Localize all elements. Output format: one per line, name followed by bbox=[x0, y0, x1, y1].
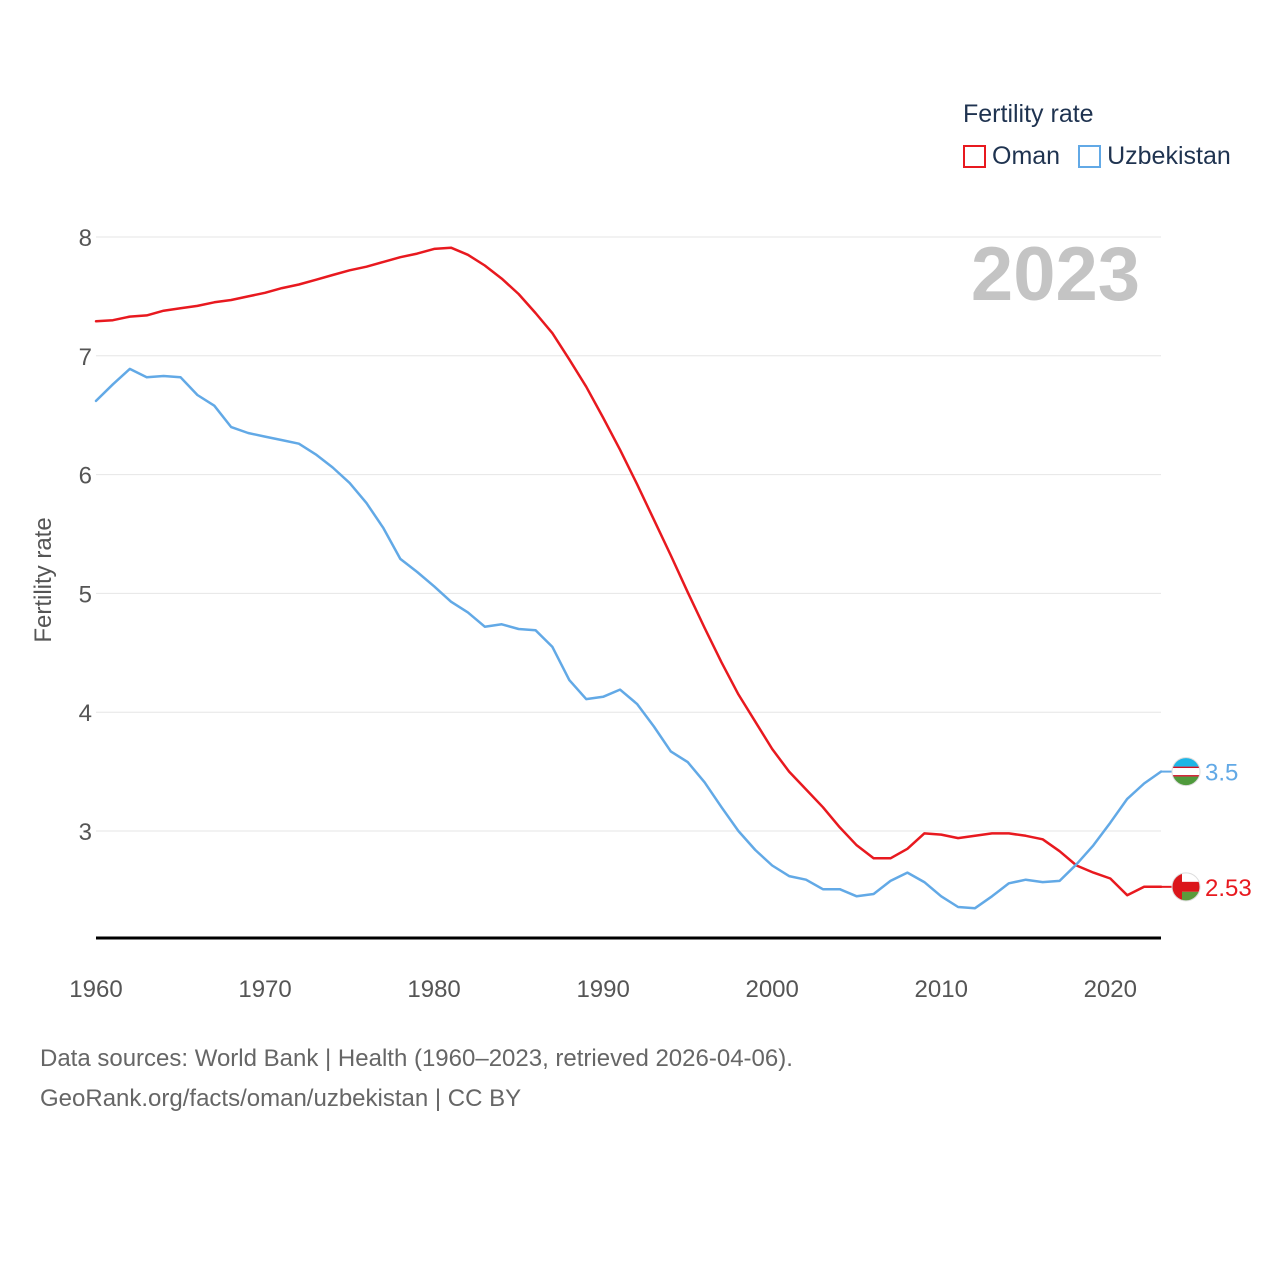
legend: Oman Uzbekistan bbox=[963, 142, 1249, 171]
flag-icon-uzbekistan bbox=[1171, 757, 1201, 787]
y-tick-label-6: 6 bbox=[79, 463, 92, 490]
x-tick-label-1960: 1960 bbox=[69, 976, 122, 1003]
gridlines bbox=[96, 236, 1161, 832]
legend-swatch-uzbekistan bbox=[1078, 145, 1102, 168]
y-tick-label-7: 7 bbox=[79, 344, 92, 371]
y-tick-label-3: 3 bbox=[79, 819, 92, 846]
x-tick-label-2000: 2000 bbox=[745, 976, 798, 1003]
current-year-label: 2023 bbox=[971, 232, 1140, 317]
legend-swatch-oman bbox=[963, 145, 986, 168]
end-value-label-oman: 2.53 bbox=[1205, 875, 1252, 902]
x-tick-label-1970: 1970 bbox=[238, 976, 291, 1003]
source-credit-link[interactable]: GeoRank.org/facts/oman/uzbekistan | CC B… bbox=[40, 1085, 522, 1112]
legend-title: Fertility rate bbox=[963, 100, 1094, 128]
y-axis-ticks: 3 4 5 6 7 8 bbox=[79, 225, 92, 846]
y-axis-title: Fertility rate bbox=[30, 517, 57, 642]
legend-label-uzbekistan: Uzbekistan bbox=[1107, 142, 1231, 170]
y-tick-label-8: 8 bbox=[79, 225, 92, 252]
legend-item-uzbekistan[interactable]: Uzbekistan bbox=[1078, 142, 1231, 171]
x-axis-ticks: 1960 1970 1980 1990 2000 2010 2020 bbox=[69, 976, 1137, 1003]
x-tick-label-2010: 2010 bbox=[915, 976, 968, 1003]
y-tick-label-5: 5 bbox=[79, 581, 92, 608]
end-markers: 2.53 3.5 bbox=[1161, 757, 1252, 902]
x-tick-label-1990: 1990 bbox=[576, 976, 629, 1003]
end-value-label-uzbekistan: 3.5 bbox=[1205, 760, 1238, 787]
legend-label-oman: Oman bbox=[992, 142, 1061, 170]
legend-item-oman[interactable]: Oman bbox=[963, 142, 1060, 171]
series-line-oman bbox=[94, 246, 1163, 897]
flag-icon-oman bbox=[1171, 872, 1201, 902]
y-tick-label-4: 4 bbox=[79, 700, 92, 727]
data-series bbox=[94, 246, 1163, 910]
x-tick-label-2020: 2020 bbox=[1084, 976, 1137, 1003]
series-line-uzbekistan bbox=[94, 367, 1163, 910]
data-sources-note: Data sources: World Bank | Health (1960–… bbox=[40, 1045, 793, 1072]
x-tick-label-1980: 1980 bbox=[407, 976, 460, 1003]
